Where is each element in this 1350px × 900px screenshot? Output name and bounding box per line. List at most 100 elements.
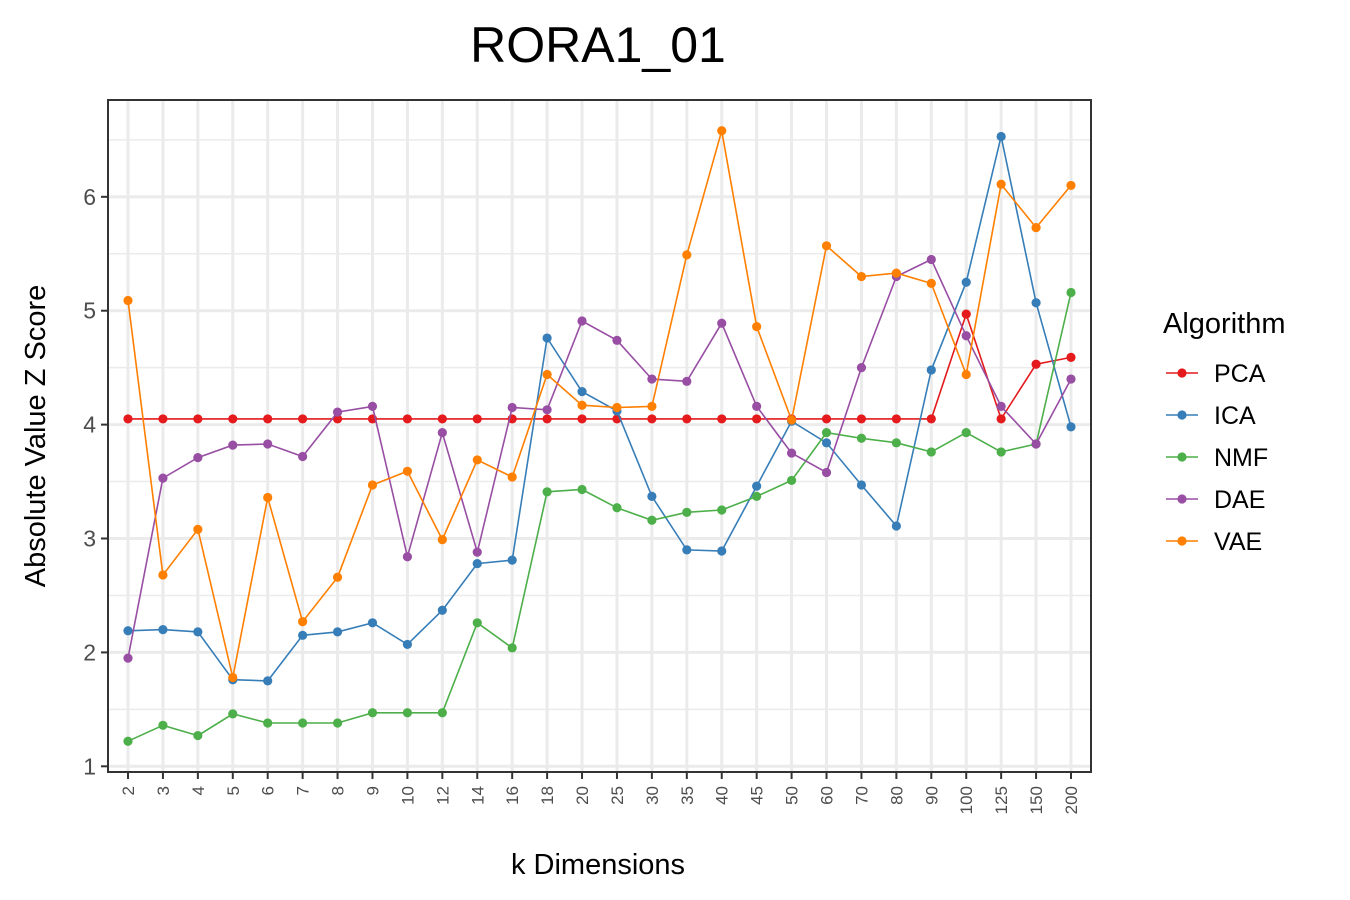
data-point <box>367 480 378 490</box>
data-point <box>437 708 447 718</box>
data-point <box>542 333 552 343</box>
legend-label: NMF <box>1214 444 1268 472</box>
data-point <box>402 639 413 650</box>
data-point <box>577 316 587 326</box>
data-point <box>1031 222 1041 233</box>
data-point <box>647 414 657 424</box>
data-point <box>542 414 552 424</box>
x-tick-label: 150 <box>1027 786 1046 814</box>
data-point <box>717 546 727 556</box>
data-point <box>158 720 168 730</box>
chart-title: RORA1_01 <box>470 17 726 73</box>
data-point <box>752 481 762 491</box>
data-point <box>437 605 447 615</box>
legend-swatch-point <box>1177 452 1187 462</box>
y-tick-label: 4 <box>83 412 96 438</box>
y-tick-label: 3 <box>83 526 96 552</box>
data-point <box>158 473 168 483</box>
data-point <box>891 521 901 531</box>
data-point <box>332 572 343 582</box>
data-point <box>472 618 482 628</box>
data-point <box>577 484 587 495</box>
data-point <box>821 438 832 448</box>
data-point <box>1066 422 1076 432</box>
data-point <box>647 515 657 525</box>
data-point <box>367 401 378 411</box>
data-point <box>856 414 867 424</box>
data-point <box>926 447 936 457</box>
data-point <box>717 318 727 328</box>
plot-border <box>107 99 1092 773</box>
legend-label: ICA <box>1214 402 1256 430</box>
data-point <box>752 414 762 424</box>
legend-item-pca: PCA <box>1166 360 1266 388</box>
data-point <box>402 414 413 424</box>
data-point <box>856 433 867 443</box>
x-tick-label: 16 <box>503 786 522 805</box>
data-point <box>193 730 203 741</box>
data-point <box>647 401 657 411</box>
x-tick-label: 125 <box>992 786 1011 814</box>
data-point <box>542 405 552 415</box>
data-point <box>228 672 238 683</box>
data-point <box>158 570 168 580</box>
data-point <box>472 414 482 424</box>
x-tick-label: 60 <box>818 786 837 805</box>
data-point <box>263 676 273 686</box>
data-point <box>996 179 1006 189</box>
data-point <box>507 643 517 653</box>
data-point <box>228 709 238 719</box>
data-point <box>193 524 203 534</box>
data-point <box>856 271 867 282</box>
data-point <box>1031 298 1041 308</box>
data-point <box>856 363 867 373</box>
data-point <box>263 439 273 449</box>
data-point <box>996 131 1006 142</box>
x-tick-label: 100 <box>957 786 976 814</box>
data-point <box>298 617 308 627</box>
data-point <box>402 466 413 476</box>
data-point <box>786 475 797 486</box>
legend-swatch-point <box>1177 410 1187 420</box>
data-point <box>507 555 517 565</box>
data-point <box>332 414 343 424</box>
series-line <box>127 292 1072 742</box>
data-point <box>158 625 168 635</box>
series-line <box>128 311 1072 421</box>
data-point <box>996 414 1006 424</box>
x-tick-label: 2 <box>119 786 138 795</box>
series-lines <box>123 126 1076 746</box>
y-tick-label: 6 <box>83 184 96 210</box>
x-tick-label: 45 <box>748 786 767 805</box>
data-point <box>193 453 203 463</box>
data-point <box>717 505 727 515</box>
data-point <box>1066 352 1076 363</box>
data-point <box>263 414 273 424</box>
data-point <box>1031 359 1041 369</box>
data-point <box>786 448 797 458</box>
data-point <box>402 552 413 562</box>
data-point <box>193 627 203 637</box>
data-point <box>612 335 622 345</box>
data-point <box>263 492 273 503</box>
data-point <box>856 480 867 490</box>
data-point <box>786 415 797 425</box>
legend-item-nmf: NMF <box>1166 444 1268 472</box>
x-tick-label: 70 <box>852 786 871 805</box>
data-point <box>752 322 762 332</box>
x-tick-label: 7 <box>294 786 313 795</box>
x-tick-label: 90 <box>922 786 941 805</box>
data-point <box>821 241 832 251</box>
data-point <box>298 718 308 728</box>
x-tick-label: 14 <box>468 786 487 805</box>
data-point <box>542 369 552 380</box>
data-point <box>263 718 273 728</box>
data-point <box>926 254 936 265</box>
data-point <box>961 277 971 287</box>
x-tick-label: 18 <box>538 786 557 805</box>
series-vae <box>123 126 1076 683</box>
y-tick-label: 5 <box>83 298 96 324</box>
data-point <box>1031 439 1041 449</box>
